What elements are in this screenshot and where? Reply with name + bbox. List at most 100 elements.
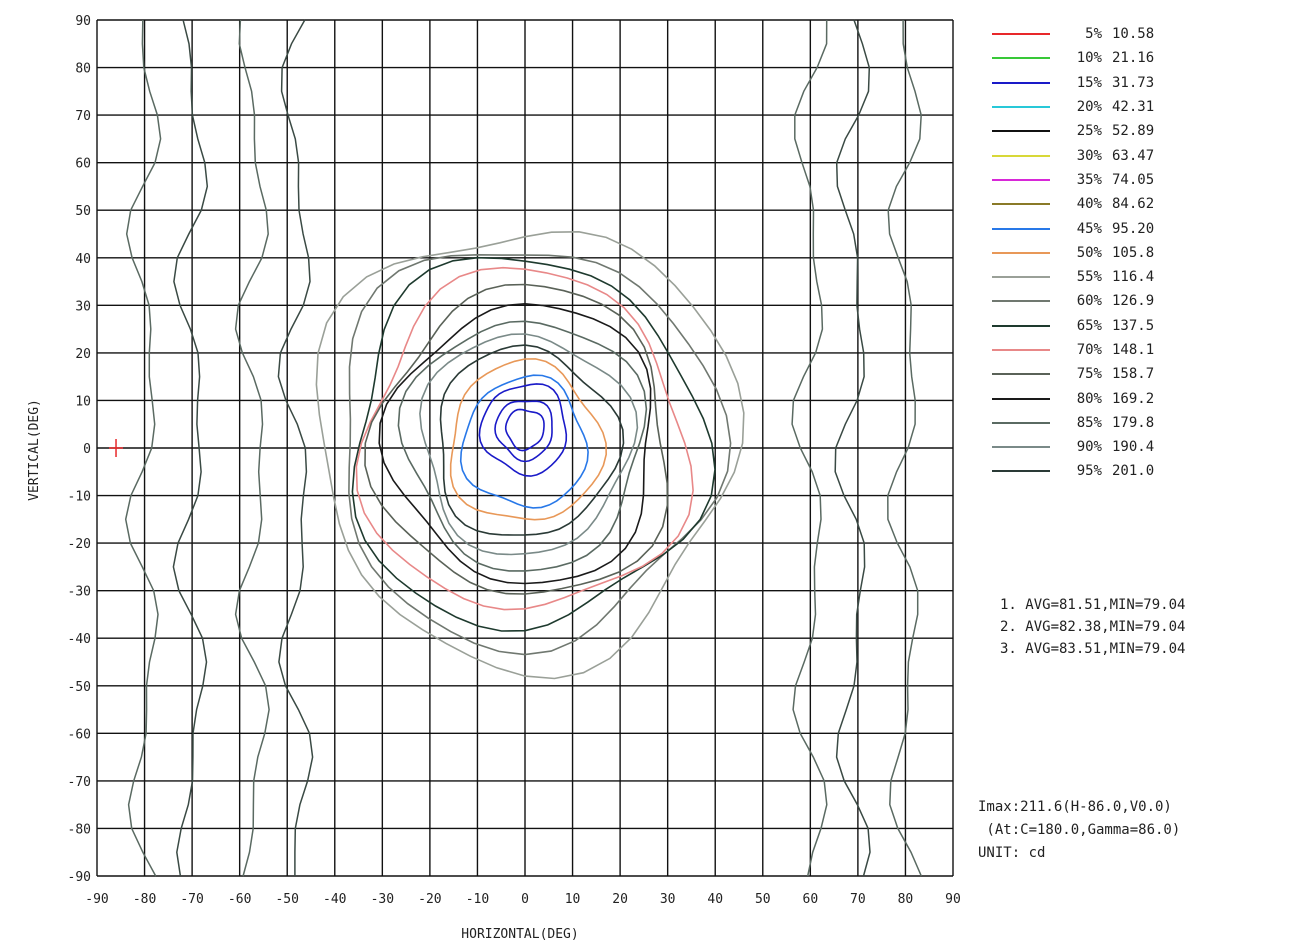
- contour-ring: [378, 302, 652, 585]
- legend-swatch: [992, 154, 1050, 157]
- stat-line-2: 2. AVG=82.38,MIN=79.04: [1000, 619, 1186, 635]
- peak-info-block: Imax:211.6(H-86.0,V0.0) (At:C=180.0,Gamm…: [978, 796, 1180, 865]
- y-tick-label: 50: [75, 204, 91, 219]
- legend-percent: 35%: [1076, 171, 1102, 188]
- contour-edge-line: [791, 19, 828, 877]
- legend-value: 95.20: [1112, 220, 1155, 237]
- isocandela-chart: -90 -80 -70 -60 -50 -40 -30 -20 -10 0 10 20 30 40 50 60…: [27, 14, 960, 942]
- y-tick-label: -10: [68, 490, 91, 505]
- x-tick-label: -90: [85, 892, 108, 907]
- legend-item: 20% 42.31: [992, 95, 1154, 119]
- legend-item: 25% 52.89: [992, 119, 1154, 143]
- legend-item: 75% 158.7: [992, 362, 1154, 386]
- x-tick-label: 10: [565, 892, 581, 907]
- legend-item: 5% 10.58: [992, 22, 1154, 46]
- legend-swatch: [992, 397, 1050, 400]
- contour-ring: [397, 320, 648, 572]
- legend-item: 90% 190.4: [992, 435, 1154, 459]
- legend-value: 137.5: [1112, 317, 1155, 334]
- legend-swatch: [992, 251, 1050, 254]
- legend-percent: 80%: [1076, 390, 1102, 407]
- contour-edge-line: [834, 19, 871, 877]
- legend-percent: 60%: [1076, 293, 1102, 310]
- x-tick-label: 70: [850, 892, 866, 907]
- y-tick-label: 70: [75, 109, 91, 124]
- legend-value: 116.4: [1112, 269, 1155, 286]
- legend-swatch: [992, 349, 1050, 351]
- x-tick-label: -40: [323, 892, 346, 907]
- legend-item: 95% 201.0: [992, 459, 1154, 483]
- unit-label: UNIT: cd: [978, 845, 1046, 861]
- legend-value: 52.89: [1112, 123, 1155, 140]
- legend-item: 85% 179.8: [992, 411, 1154, 435]
- legend-value: 148.1: [1112, 342, 1155, 358]
- contour-ring: [449, 358, 608, 521]
- legend-value: 126.9: [1112, 293, 1155, 310]
- y-tick-label: -50: [68, 680, 91, 695]
- legend-percent: 65%: [1076, 317, 1102, 334]
- legend-swatch: [992, 227, 1050, 230]
- legend-swatch: [992, 81, 1050, 84]
- legend-item: 35% 74.05: [992, 168, 1154, 192]
- legend-swatch: [992, 300, 1050, 303]
- legend-item: 65% 137.5: [992, 314, 1154, 338]
- legend-item: 40% 84.62: [992, 192, 1154, 216]
- y-axis-title: VERTICAL(DEG): [27, 399, 42, 501]
- legend-swatch: [992, 324, 1050, 327]
- x-axis-title: HORIZONTAL(DEG): [461, 927, 578, 942]
- stat-line-3: 3. AVG=83.51,MIN=79.04: [1000, 641, 1186, 657]
- y-tick-label: 20: [75, 347, 91, 362]
- legend-percent: 95%: [1076, 463, 1102, 480]
- legend-percent: 30%: [1076, 147, 1102, 164]
- legend-item: 55% 116.4: [992, 265, 1154, 289]
- legend-value: 63.47: [1112, 147, 1155, 164]
- x-tick-label: -50: [275, 892, 298, 907]
- y-tick-label: -30: [68, 585, 91, 600]
- y-tick-label: -60: [68, 727, 91, 742]
- contour-edge-line: [124, 19, 162, 877]
- contour-ring: [504, 408, 545, 452]
- x-tick-label: 0: [521, 892, 529, 907]
- x-tick-label: -20: [418, 892, 441, 907]
- contour-ring: [419, 333, 639, 556]
- contour-ring: [348, 253, 732, 656]
- imax-at-label: (At:C=180.0,Gamma=86.0): [978, 822, 1181, 838]
- legend-swatch: [992, 373, 1050, 376]
- y-tick-labels: 90 80 70 60 50 40 30 20 10 0 -10 -20 -30 -40 -50 -60 -70…: [68, 14, 91, 885]
- legend-value: 42.31: [1112, 99, 1155, 116]
- legend-swatch: [992, 178, 1050, 181]
- y-tick-label: 0: [83, 442, 91, 457]
- legend-percent: 45%: [1076, 220, 1102, 237]
- legend-value: 105.8: [1112, 244, 1155, 261]
- legend-item: 45% 95.20: [992, 216, 1154, 240]
- legend-item: 70% 148.1: [992, 338, 1154, 362]
- contour-ring: [315, 230, 745, 680]
- legend-percent: 40%: [1076, 196, 1102, 213]
- legend-value: 201.0: [1112, 463, 1155, 480]
- legend-percent: 20%: [1076, 99, 1102, 116]
- legend-swatch: [992, 276, 1050, 279]
- x-tick-label: 80: [898, 892, 914, 907]
- contour-ring: [459, 374, 589, 509]
- legend-value: 190.4: [1112, 439, 1155, 456]
- legend-percent: 15%: [1076, 74, 1102, 91]
- legend-percent: 85%: [1076, 414, 1102, 431]
- legend-item: 60% 126.9: [992, 289, 1154, 313]
- contour-ring: [439, 344, 625, 536]
- imax-label: Imax:211.6(H-86.0,V0.0): [978, 799, 1172, 815]
- x-tick-label: 50: [755, 892, 771, 907]
- legend-swatch: [992, 33, 1050, 36]
- y-tick-label: -80: [68, 822, 91, 837]
- contour-edge-line: [277, 19, 314, 876]
- stat-line-1: 1. AVG=81.51,MIN=79.04: [1000, 597, 1186, 613]
- contour-lines: [109, 19, 922, 877]
- legend-value: 158.7: [1112, 366, 1155, 383]
- y-tick-label: -70: [68, 775, 91, 790]
- legend-value: 21.16: [1112, 50, 1155, 67]
- legend-value: 74.05: [1112, 171, 1155, 188]
- y-tick-label: -20: [68, 537, 91, 552]
- legend-swatch: [992, 57, 1050, 60]
- legend-swatch: [992, 106, 1050, 109]
- legend-value: 10.58: [1112, 26, 1155, 43]
- legend-item: 50% 105.8: [992, 241, 1154, 265]
